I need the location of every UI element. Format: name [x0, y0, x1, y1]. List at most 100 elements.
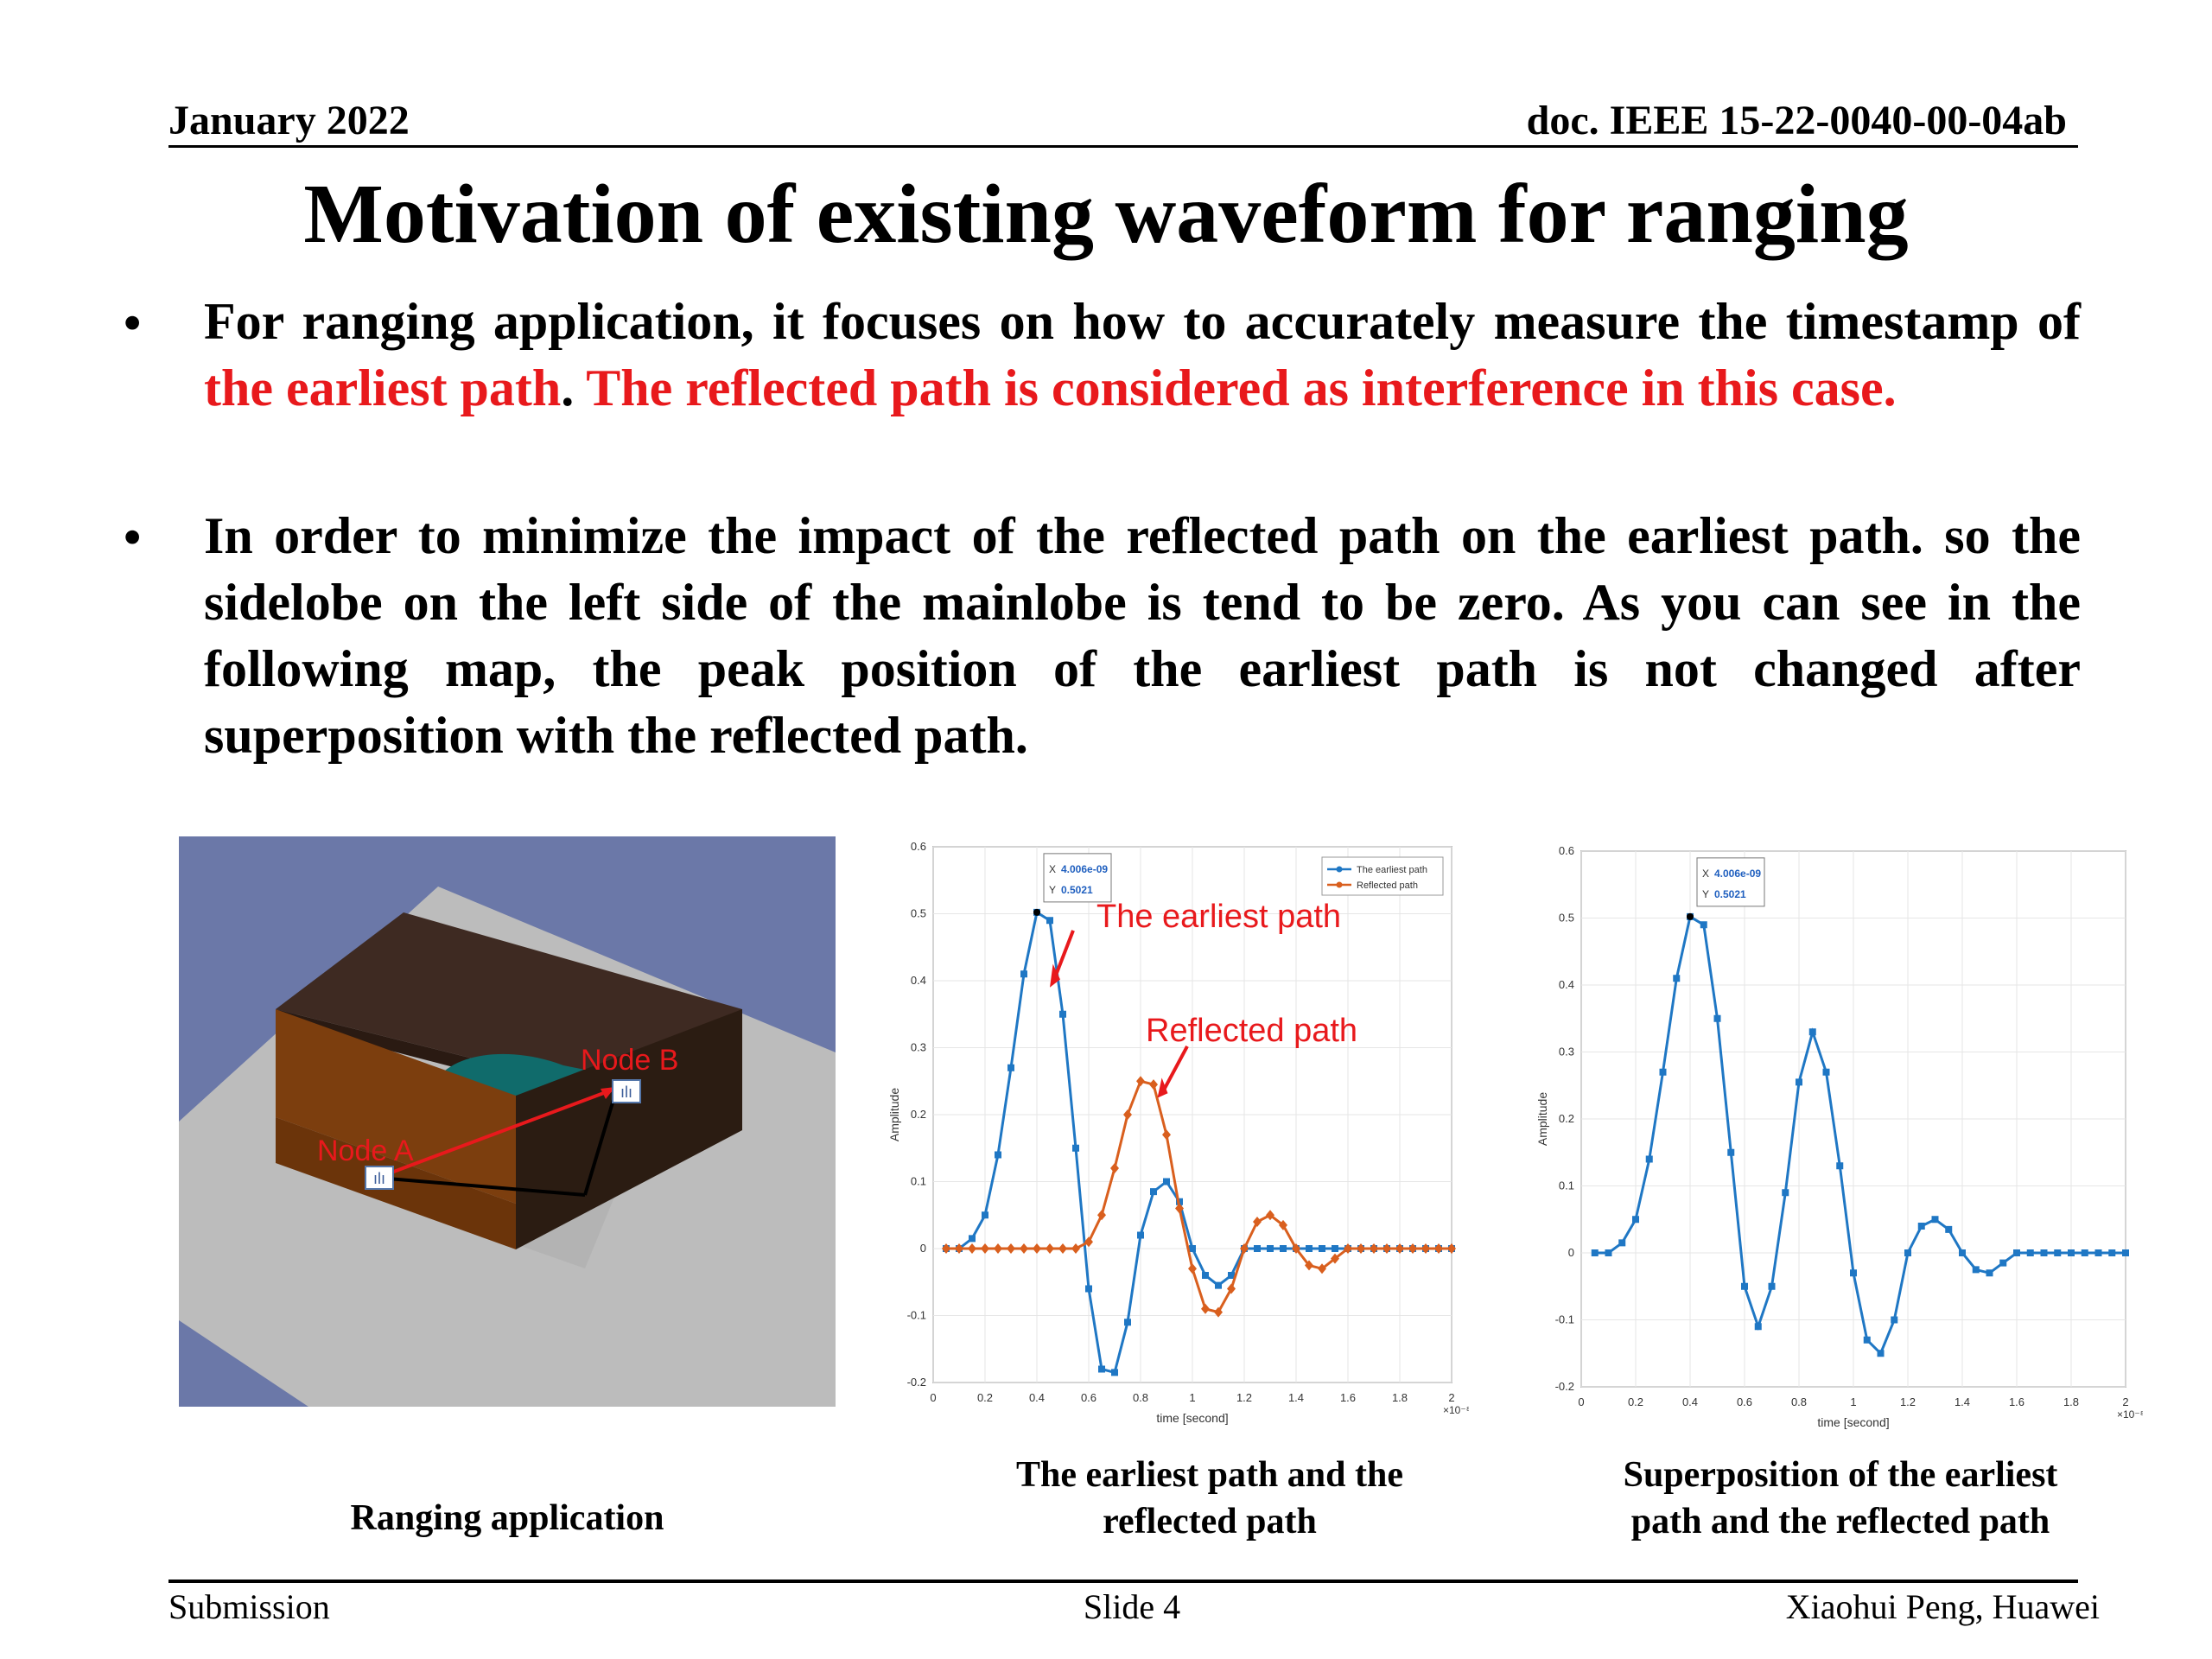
- series-point: [1084, 1236, 1093, 1248]
- series-point: [1727, 1148, 1735, 1156]
- direct-path-line: [377, 1087, 616, 1179]
- node-a-label: Node A: [317, 1135, 414, 1167]
- footer-rule: [168, 1580, 2078, 1583]
- annotation-earliest-arrow: [1053, 930, 1075, 978]
- x-tick-label: 1.8: [2063, 1395, 2079, 1408]
- series-point: [1931, 1216, 1939, 1224]
- series-point: [1046, 1243, 1054, 1254]
- y-tick-label: 0.1: [1559, 1179, 1574, 1192]
- series-point: [1228, 1272, 1235, 1279]
- series-point: [1267, 1245, 1274, 1252]
- legend-swatch-marker: [1336, 881, 1343, 888]
- series-point: [2108, 1249, 2116, 1256]
- y-tick-label: 0.5: [1559, 912, 1574, 925]
- y-tick-label: 0.2: [911, 1108, 926, 1121]
- series-point: [2081, 1249, 2088, 1256]
- node-b-label: Node B: [581, 1044, 678, 1077]
- series-point: [1713, 1014, 1721, 1022]
- y-tick-label: 0.4: [1559, 978, 1574, 991]
- series-point: [995, 1151, 1001, 1159]
- x-tick-label: 1.4: [1955, 1395, 1970, 1408]
- y-tick-label: 0.4: [911, 974, 926, 987]
- x-tick-label: 0.6: [1737, 1395, 1752, 1408]
- x-tick-label: 1.6: [2009, 1395, 2024, 1408]
- bullet-marker-2: •: [124, 509, 142, 565]
- reflected-path-line-2: [583, 1093, 617, 1196]
- x-tick-label: 0: [1578, 1395, 1584, 1408]
- series-point: [2026, 1249, 2034, 1256]
- y-axis-label: Amplitude: [887, 1088, 901, 1141]
- series-point: [1137, 1231, 1144, 1239]
- earliest-reflected-chart: 0 0.2 0.4 0.6 0.8 1 1.2 1.4 1.6 1.8 2 -0.2 -0.1 0 0.1 0…: [887, 840, 1469, 1425]
- bullet-1-highlight-interference: The reflected path is considered as inte…: [586, 359, 1897, 416]
- caption-earliest-reflected: The earliest path and the reflected path: [907, 1452, 1512, 1545]
- series-point: [1162, 1129, 1171, 1141]
- series-point: [1136, 1076, 1145, 1087]
- footer-submission: Submission: [168, 1587, 330, 1626]
- series-point: [1741, 1282, 1748, 1290]
- series-point: [1240, 1243, 1249, 1254]
- bullet-2-text: In order to minimize the impact of the r…: [204, 507, 2081, 764]
- y-tick-label: 0.2: [1559, 1112, 1574, 1125]
- series-point: [1111, 1369, 1118, 1376]
- x-tick-label: 0: [930, 1391, 936, 1404]
- y-tick-label: 0.1: [911, 1175, 926, 1188]
- series-point: [1214, 1306, 1223, 1318]
- datatip-marker: [1687, 912, 1694, 920]
- series-point: [969, 1235, 976, 1243]
- x-tick-label: 0.4: [1682, 1395, 1698, 1408]
- series-point: [1986, 1269, 1993, 1277]
- bullet-1-part2: .: [561, 359, 587, 416]
- series-point: [1292, 1243, 1300, 1254]
- x-tick-label: 1.4: [1288, 1391, 1304, 1404]
- series-point: [1421, 1243, 1430, 1254]
- series-point: [1863, 1336, 1871, 1344]
- series-point: [1020, 1243, 1028, 1254]
- series-point: [2094, 1249, 2102, 1256]
- series-point: [1808, 1028, 1816, 1036]
- x-tick-label: 1.2: [1900, 1395, 1916, 1408]
- series-point: [1202, 1272, 1209, 1279]
- x-tick-label: 0.8: [1791, 1395, 1807, 1408]
- series-point: [1972, 1266, 1980, 1274]
- series-point: [1058, 1243, 1067, 1254]
- x-tick-label: 2: [2122, 1395, 2128, 1408]
- series-point: [1150, 1188, 1157, 1196]
- datatip-x-value: 4.006e-09: [1714, 868, 1761, 880]
- series-point: [1768, 1282, 1776, 1290]
- series-line: [946, 1079, 1452, 1314]
- header-date: January 2022: [168, 98, 410, 143]
- y-axis-label: Amplitude: [1535, 1092, 1549, 1146]
- ranging-scene-image: ılı ılı Node A Node B: [179, 836, 836, 1407]
- series-point: [1796, 1078, 1802, 1086]
- series-point: [1305, 1260, 1313, 1271]
- series-point: [1370, 1243, 1378, 1254]
- footer-slide-number: Slide 4: [1083, 1587, 1181, 1626]
- series-point: [1306, 1245, 1313, 1252]
- series-point: [1700, 921, 1707, 929]
- series-point: [1904, 1249, 1911, 1256]
- series-point: [2013, 1249, 2020, 1256]
- node-b-icon: ılı: [612, 1079, 641, 1103]
- y-tick-label: 0.5: [911, 907, 926, 920]
- series-point: [1331, 1253, 1339, 1264]
- annotation-reflected: Reflected path: [1146, 1013, 1357, 1049]
- legend-box: [1321, 856, 1444, 896]
- series-point: [1163, 1178, 1170, 1185]
- legend-entry: The earliest path: [1357, 865, 1427, 875]
- caption-middle-line2: reflected path: [1103, 1502, 1317, 1541]
- series-point: [2054, 1249, 2062, 1256]
- series-point: [1046, 917, 1053, 925]
- series-point: [981, 1243, 989, 1254]
- series-point: [1253, 1217, 1262, 1227]
- series-point: [1149, 1079, 1158, 1090]
- series-point: [955, 1243, 963, 1254]
- datatip-box: [1696, 857, 1765, 907]
- series-point: [1945, 1225, 1953, 1233]
- x-tick-label: 1: [1189, 1391, 1195, 1404]
- bullet-1-text: For ranging application, it focuses on h…: [204, 289, 2081, 422]
- annotation-reflected-arrow: [1162, 1046, 1189, 1091]
- series-point: [1344, 1243, 1352, 1254]
- series-point: [1124, 1319, 1131, 1326]
- caption-superposition: Superposition of the earliest path and t…: [1538, 1452, 2143, 1545]
